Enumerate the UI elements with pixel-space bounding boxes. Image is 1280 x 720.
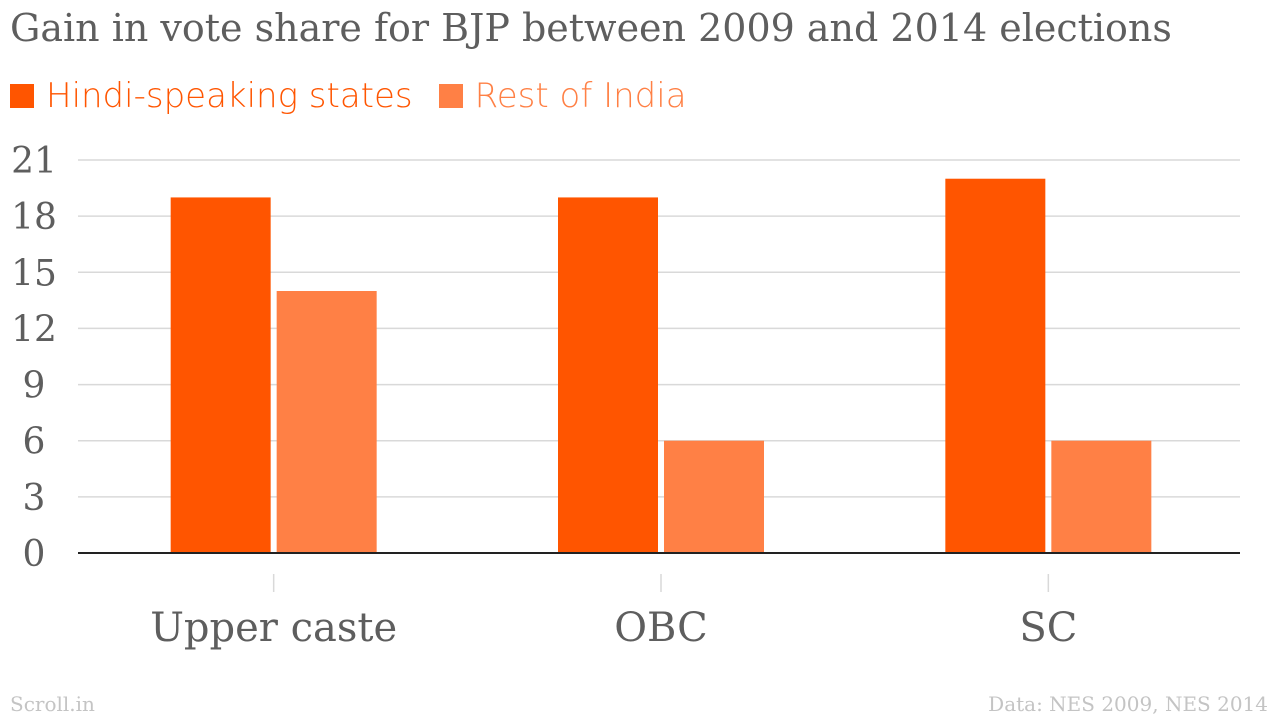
legend-item-hindi-speaking: Hindi-speaking states [10, 76, 413, 116]
x-tick-label: SC [1019, 605, 1077, 651]
legend-item-rest-of-india: Rest of India [438, 76, 687, 116]
chart-title: Gain in vote share for BJP between 2009 … [10, 6, 1172, 50]
bar [558, 197, 658, 553]
legend-label-rest-of-india: Rest of India [474, 76, 687, 116]
bar [170, 197, 271, 553]
legend-swatch-hindi-speaking [10, 84, 34, 108]
y-tick-label: 21 [11, 141, 57, 182]
legend-label-hindi-speaking: Hindi-speaking states [46, 76, 413, 116]
footer-brand: Scroll.in [10, 692, 95, 716]
bar [945, 178, 1046, 553]
legend-swatch-rest-of-india [438, 84, 463, 108]
y-tick-label: 0 [23, 534, 46, 575]
bar [664, 440, 764, 553]
y-tick-label: 9 [23, 366, 46, 407]
y-tick-label: 18 [11, 197, 57, 238]
x-tick-label: Upper caste [150, 605, 397, 651]
x-tick-label: OBC [614, 605, 708, 651]
y-tick-label: 6 [23, 422, 46, 463]
footer-source: Data: NES 2009, NES 2014 [988, 692, 1268, 716]
bar [276, 291, 377, 553]
y-tick-label: 15 [11, 253, 57, 294]
bar [1051, 440, 1152, 553]
legend: Hindi-speaking states Rest of India [10, 76, 713, 116]
y-tick-label: 3 [23, 478, 46, 519]
y-tick-label: 12 [11, 309, 57, 350]
